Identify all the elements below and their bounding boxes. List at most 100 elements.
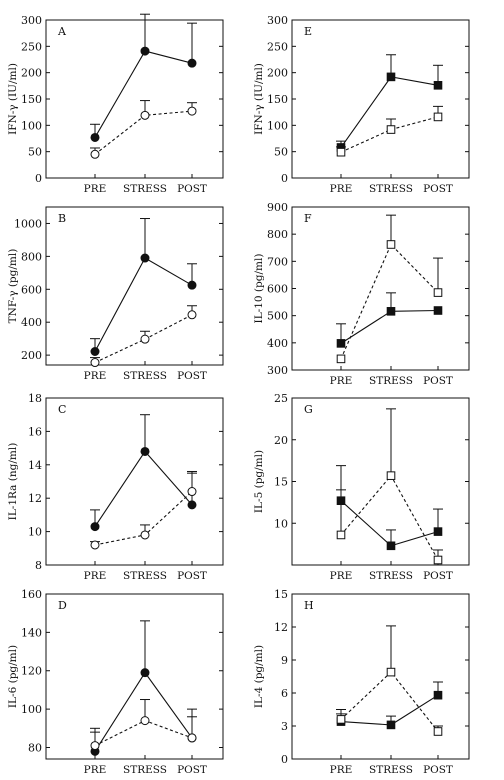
panel-g: 10 15 20 25 PRE STRESS POST IL-5 (pg/ml) G	[253, 392, 470, 582]
panel-g-xtick-label: POST	[423, 570, 453, 582]
panel-e-series-2-point	[336, 147, 346, 157]
panel-d-ytick-label: 100	[21, 703, 42, 716]
panel-d-ytick-label: 120	[21, 665, 42, 678]
panel-c-ytick-label: 12	[28, 492, 42, 505]
panel-a-ytick-label: 250	[21, 40, 42, 53]
panel-g-frame	[291, 397, 470, 566]
panel-f-ytick-label: 400	[267, 337, 288, 350]
panel-a-ytick-label: 300	[21, 14, 42, 27]
panel-h-ytick-label: 6	[281, 687, 288, 700]
panel-a-series-2-point	[187, 106, 197, 116]
panel-e-letter: E	[304, 25, 312, 38]
panel-b-frame	[45, 206, 224, 366]
panel-e-series-2-point	[386, 125, 396, 134]
panel-f-ytick-label: 700	[267, 255, 288, 268]
panel-h-xtick-label: STRESS	[369, 764, 413, 776]
panel-c-ylabel: IL-1Ra (ng/ml)	[7, 443, 19, 521]
panel-e-xtick-label: STRESS	[369, 183, 413, 195]
panel-b-ytick-label: 800	[21, 250, 42, 263]
panel-e-ytick-label: 100	[267, 119, 288, 132]
panel-d-series-1-point	[140, 668, 150, 678]
panel-d-ytick-label: 140	[21, 626, 42, 639]
panel-g-ytick-label: 10	[274, 517, 288, 530]
panel-e-series-1-line	[340, 76, 439, 148]
panel-a-series-2-point	[90, 149, 100, 159]
panel-a-letter: A	[57, 25, 67, 38]
panel-b-ytick-label: 400	[21, 316, 42, 329]
panel-e-series-2-line	[340, 116, 439, 153]
panel-h-series-2-point	[336, 715, 346, 724]
panel-f-letter: F	[304, 212, 312, 225]
panel-c-series-1-point	[140, 446, 150, 456]
panel-a-frame	[45, 19, 224, 179]
panel-h-ylabel: IL-4 (pg/ml)	[253, 645, 265, 708]
panel-b-xtick-label: STRESS	[123, 370, 167, 382]
panel-g-series-2-point	[433, 555, 443, 565]
panel-h: 0 3 6 9 12 15 PRE STRESS POST IL-4 (pg/ml) H	[253, 588, 470, 776]
panel-c-xtick-label: POST	[177, 570, 207, 582]
panel-a-series-2-point	[140, 110, 150, 120]
panel-f-series-2-line	[340, 243, 439, 360]
panel-g-series-1-point	[433, 527, 443, 536]
panel-b: 200 400 600 800 1000 PRE STRESS POST TNF-γ (pg/m…	[7, 206, 224, 382]
panel-f-ytick-label: 900	[267, 201, 288, 214]
panel-f-series-1-point	[336, 339, 346, 348]
panel-e-series-2-point	[433, 112, 443, 122]
panel-b-xtick-label: PRE	[84, 370, 107, 382]
panel-e-frame	[291, 19, 470, 179]
panel-d-series-2-point	[90, 741, 100, 751]
panel-c-ytick-label: 10	[28, 526, 42, 539]
panel-b-series-2-point	[187, 310, 197, 320]
panel-f-xtick-label: PRE	[330, 375, 353, 387]
panel-f-series-2-point	[433, 288, 443, 297]
panel-g-series-1-line	[340, 500, 439, 547]
panel-a-series-1-line	[94, 50, 193, 138]
panel-d-series-2-point	[187, 733, 197, 743]
panel-g-xtick-label: PRE	[330, 570, 353, 582]
panel-h-xtick-label: POST	[423, 764, 453, 776]
panel-d-frame	[45, 593, 224, 760]
panel-b-ylabel: TNF-γ (pg/ml)	[7, 249, 19, 324]
panel-e: 0 50 100 150 200 250 300 PRE STRESS POST IFN-γ (IU…	[253, 14, 470, 195]
panel-b-series-1-point	[187, 280, 197, 290]
panel-c-xtick-label: STRESS	[123, 570, 167, 582]
panel-g-series-1-point	[386, 541, 396, 551]
panel-c-frame	[45, 397, 224, 566]
panel-g-series-2-point	[386, 471, 396, 480]
panel-e-ylabel: IFN-γ (IU/ml)	[253, 63, 265, 135]
panel-d-xtick-label: STRESS	[123, 764, 167, 776]
panel-a-xtick-label: POST	[177, 183, 207, 195]
panel-f-frame	[291, 206, 470, 371]
panel-d-ylabel: IL-6 (pg/ml)	[7, 645, 19, 708]
panel-h-series-1-point	[386, 720, 396, 730]
panel-a-ylabel: IFN-γ (IU/ml)	[7, 63, 19, 135]
panel-b-ytick-label: 600	[21, 283, 42, 296]
panel-f-ytick-label: 300	[267, 364, 288, 377]
panel-e-ytick-label: 200	[267, 67, 288, 80]
panel-c-letter: C	[58, 403, 66, 416]
panel-a-series-1-point	[187, 58, 197, 68]
panel-h-series-1-point	[433, 690, 443, 700]
panel-f-ytick-label: 500	[267, 310, 288, 323]
panel-f-series-1-point	[386, 307, 396, 316]
panel-c-series-1-point	[187, 500, 197, 510]
panel-c: 8 10 12 14 16 18 PRE STRESS POST IL-1Ra (ng/ml) C	[7, 392, 224, 582]
panel-d-series-2-point	[140, 716, 150, 726]
panel-g-ytick-label: 20	[274, 434, 288, 447]
panel-f-ylabel: IL-10 (pg/ml)	[253, 254, 265, 324]
panel-f-xtick-label: STRESS	[369, 375, 413, 387]
panel-a-ytick-label: 50	[28, 146, 42, 159]
panel-c-ytick-label: 8	[35, 559, 42, 572]
panel-e-ytick-label: 250	[267, 40, 288, 53]
panel-e-ytick-label: 300	[267, 14, 288, 27]
panel-c-ytick-label: 18	[28, 392, 42, 405]
panel-h-xtick-label: PRE	[330, 764, 353, 776]
panel-a-xtick-label: PRE	[84, 183, 107, 195]
panel-h-letter: H	[304, 599, 314, 612]
panel-c-series-1-point	[90, 522, 100, 532]
panel-e-ytick-label: 150	[267, 93, 288, 106]
panel-f-series-2-point	[386, 240, 396, 249]
panel-a-series-1-point	[90, 132, 100, 142]
panel-f-xtick-label: POST	[423, 375, 453, 387]
